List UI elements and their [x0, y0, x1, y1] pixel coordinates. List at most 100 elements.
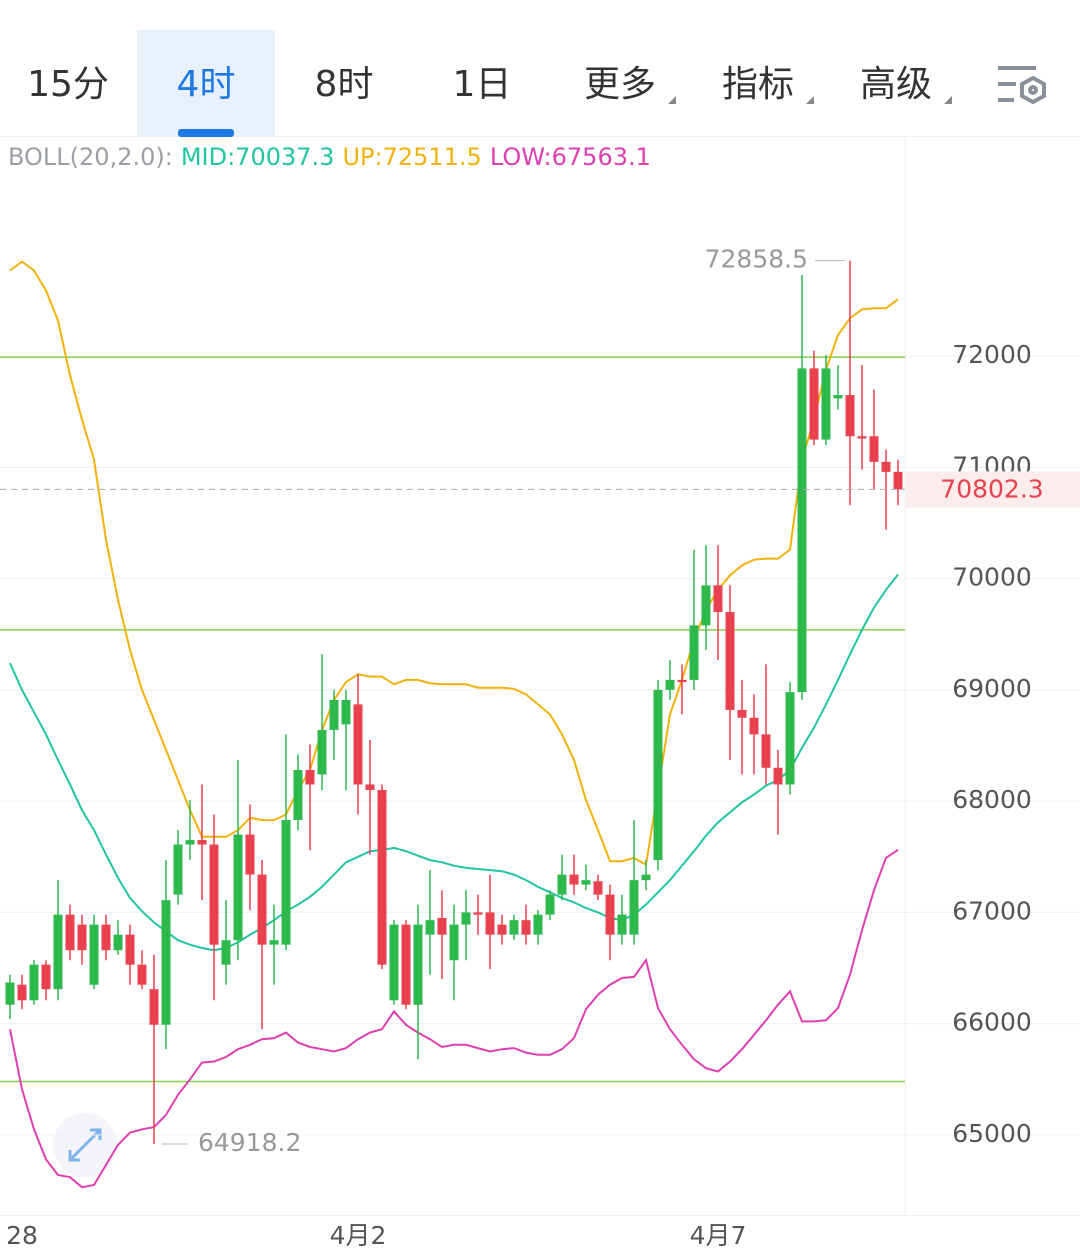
candle-body: [197, 840, 207, 845]
boll-line: [9, 573, 899, 952]
candle-body: [305, 770, 315, 785]
min-label: 64918.2: [198, 1128, 301, 1157]
tab[interactable]: 8时: [315, 64, 374, 105]
y-tick-label: 65000: [952, 1119, 1032, 1148]
candle-body: [257, 874, 267, 945]
boll-line: [9, 260, 899, 867]
candle-body: [497, 924, 507, 935]
candle-body: [737, 709, 747, 718]
candle-body: [245, 834, 255, 875]
candle-body: [629, 880, 639, 935]
candle-body: [893, 471, 903, 490]
candle-body: [761, 734, 771, 768]
candle-body: [773, 767, 783, 785]
candle-body: [557, 874, 567, 895]
candle-body: [833, 395, 843, 399]
tab[interactable]: 15分: [27, 64, 109, 105]
indicator-legend: BOLL(20,2.0): MID:70037.3 UP:72511.5 LOW:67…: [8, 140, 659, 174]
dropdown-arrow: [944, 96, 952, 104]
candle-body: [689, 625, 699, 680]
max-label: 72858.5: [705, 245, 808, 274]
candle-body: [725, 612, 735, 710]
candle-body: [713, 585, 723, 613]
candle-body: [485, 912, 495, 935]
last-price-tag: [906, 471, 1080, 508]
candle-body: [821, 368, 831, 440]
candle-body: [113, 934, 123, 951]
y-tick-label: 67000: [952, 896, 1032, 925]
candle-body: [233, 834, 243, 941]
tab-selected-bg: [137, 30, 275, 136]
y-tick-label: 70000: [952, 563, 1032, 592]
candle-body: [857, 436, 867, 439]
candle-body: [341, 699, 351, 725]
candle-body: [509, 920, 519, 935]
candle-body: [605, 894, 615, 935]
candle-body: [65, 914, 75, 951]
candle-body: [221, 940, 231, 965]
candle-body: [545, 894, 555, 915]
candle-body: [869, 436, 879, 462]
candle-body: [641, 874, 651, 881]
candle-body: [101, 924, 111, 951]
candle-body: [593, 881, 603, 895]
candle-body: [449, 924, 459, 961]
dropdown-arrow: [668, 96, 676, 104]
candle-body: [665, 679, 675, 690]
y-tick-label: 72000: [952, 340, 1032, 369]
candle-body: [797, 368, 807, 693]
legend-entry: UP:72511.5: [342, 143, 482, 171]
tab[interactable]: 高级: [860, 64, 932, 105]
candle-body: [161, 900, 171, 1025]
boll-line: [9, 848, 899, 1189]
candle-body: [881, 461, 891, 472]
candle-body: [137, 964, 147, 985]
candle-body: [185, 840, 195, 845]
candle-body: [401, 924, 411, 1005]
candle-body: [209, 844, 219, 945]
candle-body: [53, 914, 63, 990]
candle-body: [617, 914, 627, 935]
candle-body: [389, 924, 399, 1001]
candle-body: [785, 692, 795, 785]
y-tick-label: 66000: [952, 1008, 1032, 1037]
candle-body: [425, 920, 435, 935]
candle-body: [749, 717, 759, 735]
indicator-name: BOLL(20,2.0):: [8, 143, 173, 171]
candle-body: [5, 982, 15, 1005]
candle-body: [173, 844, 183, 895]
legend-entry: LOW:67563.1: [489, 143, 651, 171]
last-price-label: 70802.3: [940, 474, 1043, 503]
candle-body: [317, 729, 327, 775]
candle-body: [581, 880, 591, 885]
tab[interactable]: 指标: [722, 64, 794, 105]
candle-body: [521, 920, 531, 935]
expand-button[interactable]: [53, 1113, 117, 1177]
candle-body: [809, 368, 819, 440]
candle-body: [29, 964, 39, 1001]
candle-body: [653, 689, 663, 861]
candle-body: [701, 585, 711, 626]
legend-entry: MID:70037.3: [180, 143, 335, 171]
tab[interactable]: 1日: [453, 64, 512, 105]
candle-body: [269, 940, 279, 945]
candle-body: [569, 874, 579, 885]
x-tick-label: 28: [6, 1221, 38, 1250]
settings-icon[interactable]: [998, 66, 1046, 105]
candle-body: [365, 784, 375, 791]
candle-body: [89, 924, 99, 985]
tab-indicator: [178, 129, 234, 137]
candle-body: [533, 914, 543, 935]
candle-body: [329, 699, 339, 730]
candle-body: [473, 912, 483, 915]
candle-body: [413, 924, 423, 1005]
tab[interactable]: 更多: [584, 64, 656, 105]
dropdown-arrow: [806, 96, 814, 104]
candle-body: [149, 989, 159, 1025]
candle-body: [41, 964, 51, 990]
tab[interactable]: 4时: [177, 64, 236, 105]
candle-body: [437, 917, 447, 935]
y-tick-label: 69000: [952, 674, 1032, 703]
candle-body: [293, 770, 303, 821]
